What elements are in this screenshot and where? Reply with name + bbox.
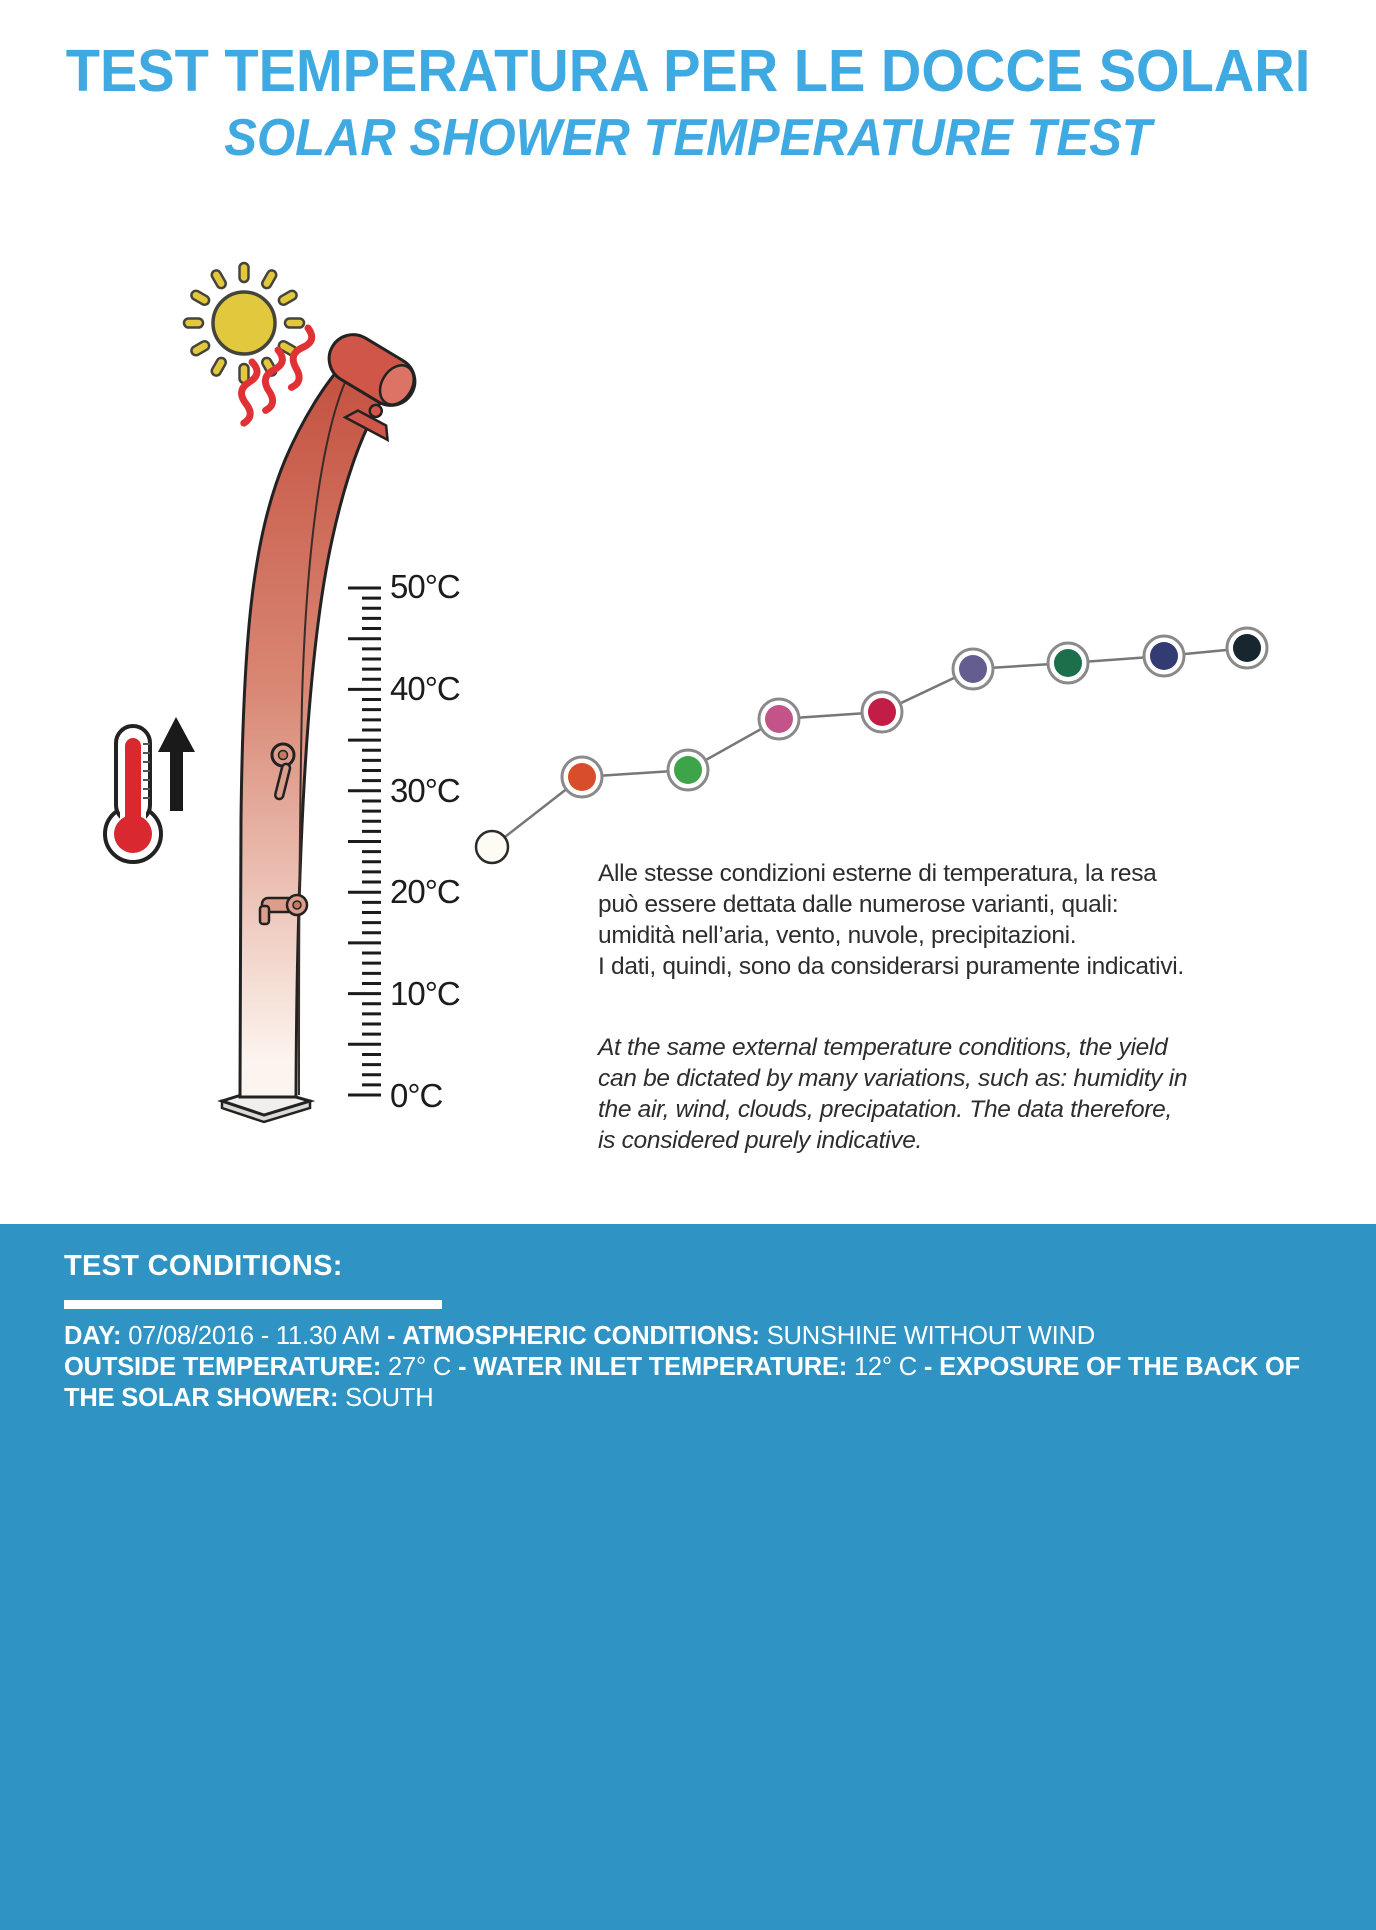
test-conditions-section: TEST CONDITIONS: DAY: 07/08/2016 - 11.30… xyxy=(0,1224,1376,1930)
thermometer-ticks xyxy=(143,743,150,799)
inlet-temp-label: WATER INLET TEMPERATURE: xyxy=(473,1353,848,1381)
condition-line-day: DAY: 07/08/2016 - 11.30 AM - ATMOSPHERIC… xyxy=(64,1321,1326,1352)
temperature-dot-8 xyxy=(1233,634,1261,662)
page-title-english: SOLAR SHOWER TEMPERATURE TEST xyxy=(224,109,1152,167)
temperature-dot-7 xyxy=(1150,642,1178,670)
separator: - xyxy=(387,1322,396,1350)
solar-shower-illustration xyxy=(217,333,417,1124)
temperature-dot-6 xyxy=(1054,649,1082,677)
illustration-canvas xyxy=(103,261,1269,1124)
exposure-label: EXPOSURE OF THE BACK OF THE SOLAR SHOWER… xyxy=(64,1353,1301,1412)
shower-head xyxy=(327,333,417,407)
day-label: DAY: xyxy=(64,1322,122,1350)
atmospheric-label: ATMOSPHERIC CONDITIONS: xyxy=(402,1322,760,1350)
temperature-ruler xyxy=(348,586,381,1097)
outside-temp-label: OUTSIDE TEMPERATURE: xyxy=(64,1353,382,1381)
sun-rays-icon xyxy=(182,261,306,385)
ruler-label-40: 40°C xyxy=(390,670,461,707)
conditions-heading: TEST CONDITIONS: xyxy=(64,1250,343,1282)
exposure-value: SOUTH xyxy=(345,1384,434,1412)
day-value: 07/08/2016 - 11.30 AM xyxy=(128,1322,381,1350)
arrow-up-icon xyxy=(158,717,195,811)
ruler-label-50: 50°C xyxy=(390,568,461,605)
note-english: At the same external temperature conditi… xyxy=(598,1034,1188,1154)
foot-tap xyxy=(258,893,309,926)
sun-icon xyxy=(182,261,306,385)
shower-rose xyxy=(342,403,390,443)
separator: - xyxy=(457,1353,467,1381)
heading-underline xyxy=(64,1300,442,1309)
temperature-dot-5 xyxy=(959,655,987,683)
temperature-dot-2 xyxy=(674,756,702,784)
temperature-dots-chart xyxy=(474,626,1269,865)
temperature-dot-0 xyxy=(474,829,510,865)
mixer-tap xyxy=(270,742,296,801)
ruler-label-20: 20°C xyxy=(390,873,461,910)
thermometer-icon xyxy=(103,724,163,864)
page-title-italian: TEST TEMPERATURA PER LE DOCCE SOLARI xyxy=(65,37,1311,104)
temperature-dot-1 xyxy=(568,763,596,791)
temperature-dot-4 xyxy=(868,698,896,726)
atmospheric-value: SUNSHINE WITHOUT WIND xyxy=(766,1322,1095,1350)
heat-waves-icon xyxy=(238,324,316,427)
ruler-label-10: 10°C xyxy=(390,975,461,1012)
condition-line-temperatures: OUTSIDE TEMPERATURE: 27° C - WATER INLET… xyxy=(64,1352,1326,1414)
ruler-label-0: 0°C xyxy=(390,1077,443,1114)
temperature-dot-3 xyxy=(765,705,793,733)
outside-temp-value: 27° C xyxy=(388,1353,452,1381)
note-italian: Alle stesse condizioni esterne di temper… xyxy=(598,860,1184,980)
ruler-label-30: 30°C xyxy=(390,772,461,809)
inlet-temp-value: 12° C xyxy=(853,1353,918,1381)
separator: - xyxy=(923,1353,933,1381)
